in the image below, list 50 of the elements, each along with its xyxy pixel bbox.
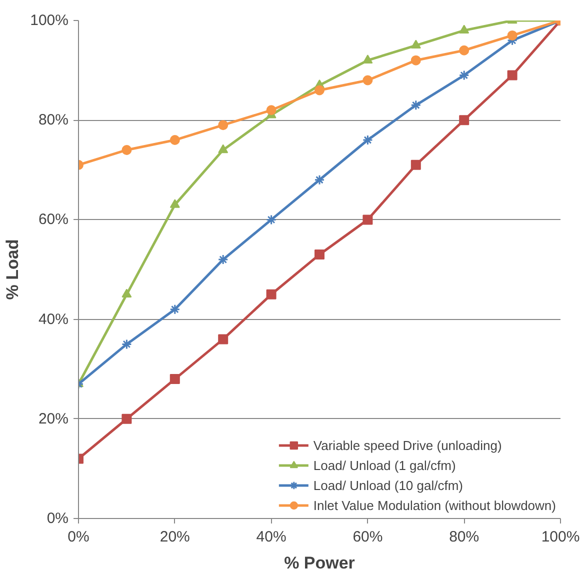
point [410,160,421,170]
point [314,250,324,260]
legend-label: Variable speed Drive (unloading) [313,436,502,454]
point [266,289,276,300]
y-tick-label: 80% [38,112,69,129]
point [218,120,228,130]
y-tick-label: 40% [38,310,69,328]
point [218,254,228,265]
point [266,105,276,116]
x-tick-label: 80% [449,528,480,546]
y-axis-title: % Load [3,239,22,300]
point [170,304,180,315]
point [410,40,421,48]
point [362,54,373,64]
point [362,134,373,146]
point [459,45,470,56]
legend-label: Inlet Value Modulation (without blowdown) [313,496,556,514]
point [121,338,132,350]
point [314,174,325,186]
point [122,144,132,155]
point [122,414,132,424]
x-tick-label: 20% [160,528,190,546]
y-tick-label: 0% [46,510,69,527]
point [458,70,470,81]
point [459,24,470,34]
x-tick-label: 100% [541,528,580,546]
point [362,214,373,225]
point [410,55,421,66]
point [507,30,518,40]
y-tick-label: 60% [38,211,69,228]
point [507,70,518,80]
point [459,115,470,126]
point [410,100,422,110]
point [266,214,277,225]
point [362,75,373,86]
point [170,199,180,208]
x-tick-label: 0% [68,528,90,546]
point [218,334,228,344]
point [122,288,132,298]
legend-label: Load/ Unload (10 gal/cfm) [313,476,464,494]
x-tick-label: 60% [352,528,383,546]
point [314,85,324,96]
x-tick-label: 40% [256,528,286,546]
y-tick-label: 20% [38,410,69,428]
point [170,135,180,146]
x-axis-title: % Power [284,554,356,572]
y-tick-label: 100% [30,12,69,29]
point [218,144,228,154]
point [170,374,180,384]
legend-label: Load/ Unload (1 gal/cfm) [313,456,456,474]
